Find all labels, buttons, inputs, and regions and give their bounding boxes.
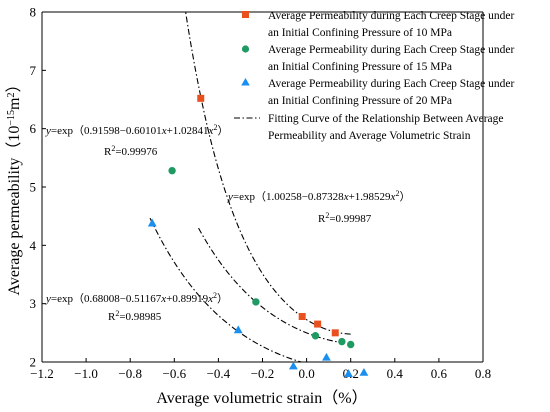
data-point-series-1 <box>338 337 346 346</box>
data-point-series-0 <box>331 329 339 337</box>
fit-r2-10mpa: R2=0.99976 <box>104 144 158 159</box>
legend-label-10mpa-line1: Average Permeability during Each Creep S… <box>268 10 514 22</box>
legend-label-fit-line1: Fitting Curve of the Relationship Betwee… <box>268 113 504 125</box>
y-tick-label: 7 <box>30 63 37 78</box>
data-point-series-0 <box>197 94 205 102</box>
fit-equation-15mpa-text: y=exp（1.00258−0.87328x+1.98529x2） <box>227 189 410 204</box>
fit-equation-20mpa: y=exp（0.68008−0.51167x+0.89919x2） R2=0.9… <box>45 291 228 324</box>
y-tick-label: 5 <box>30 180 37 195</box>
legend-marker-20mpa <box>241 78 250 86</box>
legend-label-15mpa-line2: an Initial Confining Pressure of 15 MPa <box>268 61 452 73</box>
data-point-series-2 <box>359 368 369 376</box>
fit-equation-10mpa: y=exp（0.91598−0.60101x+1.02841x2） R2=0.9… <box>45 123 228 159</box>
data-point-series-1 <box>311 332 320 340</box>
data-points <box>147 94 369 377</box>
legend-marker-10mpa <box>242 11 249 18</box>
legend: Average Permeability during Each Creep S… <box>234 10 514 142</box>
legend-label-10mpa-line2: an Initial Confining Pressure of 10 MPa <box>268 27 452 39</box>
legend-label-20mpa-line2: an Initial Confining Pressure of 20 MPa <box>268 95 452 107</box>
x-tick-label: −1.0 <box>74 366 98 381</box>
data-point-series-1 <box>168 166 176 175</box>
fit-equation-10mpa-text: y=exp（0.91598−0.60101x+1.02841x2） <box>45 123 228 138</box>
x-tick-label: −0.8 <box>118 366 142 381</box>
data-point-series-2 <box>288 361 298 370</box>
x-tick-label: 0.4 <box>387 366 404 381</box>
legend-label-fit-line2: Permeability and Average Volumetric Stra… <box>268 130 471 142</box>
legend-label-20mpa-line1: Average Permeability during Each Creep S… <box>268 78 514 90</box>
x-tick-label: −0.6 <box>163 366 187 381</box>
data-point-series-2 <box>344 369 353 377</box>
fit-r2-20mpa: R2=0.98985 <box>108 309 162 324</box>
fit-curve-0 <box>198 227 338 343</box>
x-tick-label: −0.2 <box>251 366 275 381</box>
y-tick-label: 4 <box>30 238 37 253</box>
fit-curve-2 <box>149 217 304 362</box>
data-point-series-1 <box>347 340 355 349</box>
axis-ticks: −1.2−1.0−0.8−0.6−0.4−0.20.00.20.40.60.82… <box>30 5 492 382</box>
y-tick-label: 2 <box>30 355 37 370</box>
fit-r2-15mpa: R2=0.99987 <box>318 211 372 226</box>
data-point-series-0 <box>298 313 306 320</box>
y-tick-label: 6 <box>30 121 37 136</box>
data-point-series-0 <box>314 320 322 328</box>
fit-equation-20mpa-text: y=exp（0.68008−0.51167x+0.89919x2） <box>45 291 228 306</box>
data-point-series-2 <box>233 325 243 334</box>
data-point-series-2 <box>322 352 331 361</box>
y-tick-label: 8 <box>30 5 37 20</box>
legend-marker-15mpa <box>241 45 250 53</box>
x-tick-label: −1.2 <box>30 366 54 381</box>
x-axis-title: Average volumetric strain（%） <box>156 389 367 407</box>
y-tick-label: 3 <box>30 296 37 311</box>
fit-equation-15mpa: y=exp（1.00258−0.87328x+1.98529x2） R2=0.9… <box>227 189 410 226</box>
x-tick-label: 0.6 <box>431 366 448 381</box>
data-point-series-2 <box>147 218 157 227</box>
data-point-series-1 <box>252 298 260 306</box>
x-tick-label: 0.0 <box>298 366 314 381</box>
y-axis-title: Average permeability（10−15m2） <box>5 77 23 296</box>
x-tick-label: 0.8 <box>475 366 491 381</box>
legend-label-15mpa-line1: Average Permeability during Each Creep S… <box>268 44 514 56</box>
x-tick-label: −0.4 <box>207 366 231 381</box>
